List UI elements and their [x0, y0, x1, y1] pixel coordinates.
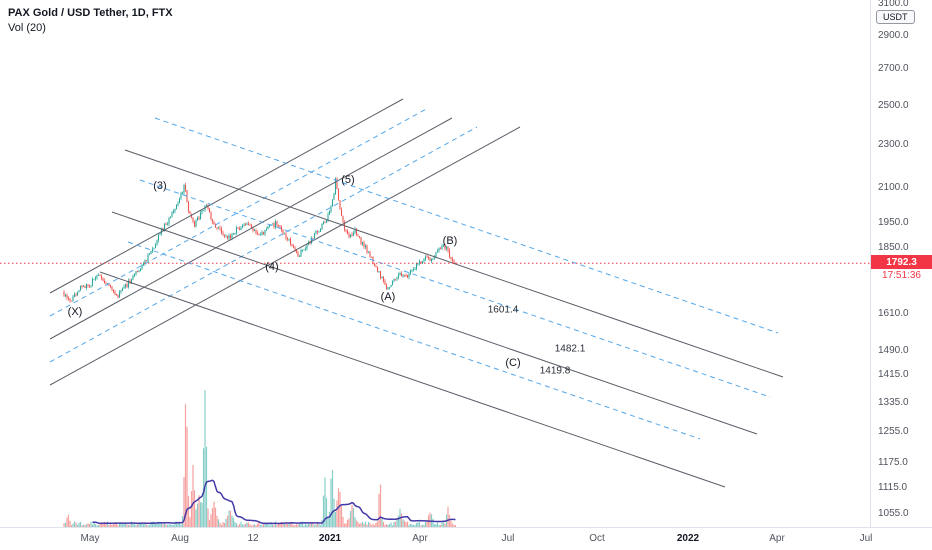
wave-label-B[interactable]: (B) [442, 235, 458, 247]
price-tick: 1490.0 [878, 345, 909, 356]
descending-channel-line[interactable] [111, 211, 758, 435]
price-tick: 1610.0 [878, 308, 909, 319]
ascending-channel-line[interactable] [49, 126, 521, 386]
price-tick: 2100.0 [878, 182, 909, 193]
current-price-value: 1792.3 [871, 255, 932, 269]
symbol-title[interactable]: PAX Gold / USD Tether, 1D, FTX [8, 7, 173, 19]
wave-label-5[interactable]: (5) [341, 174, 355, 186]
ascending-channel-line[interactable] [49, 117, 453, 340]
price-tick: 1950.0 [878, 217, 909, 228]
price-tick: 1175.0 [878, 457, 908, 468]
price-level-label[interactable]: 1601.4 [487, 304, 519, 316]
price-level-label[interactable]: 1482.1 [554, 343, 586, 355]
wave-label-A[interactable]: (A) [380, 291, 396, 303]
volume-layer [63, 390, 457, 527]
price-chart-canvas[interactable] [0, 0, 870, 527]
ascending-channel-line[interactable] [49, 98, 404, 294]
time-tick: 2022 [676, 533, 700, 544]
descending-channel-line[interactable] [154, 117, 779, 334]
price-axis[interactable]: USDT 1792.3 17:51:36 3100.0 2900.0 2700.0 2… [870, 0, 932, 527]
time-tick: 12 [247, 533, 259, 544]
time-tick: May [80, 533, 100, 544]
descending-channel-line[interactable] [127, 241, 701, 440]
price-tick: 1115.0 [878, 482, 908, 493]
time-tick: Aug [171, 533, 189, 544]
currency-badge: USDT [876, 10, 915, 24]
time-tick: Apr [412, 533, 428, 544]
volume-ma-line [92, 479, 456, 525]
price-tick: 1255.0 [878, 426, 909, 437]
time-tick: Oct [589, 533, 605, 544]
chart-overlay: (X) (3) (4) (5) (A) (B) (C) 1601.4 1482.1 1419.8 [67, 174, 586, 377]
time-tick: Apr [769, 533, 785, 544]
price-tick: 2700.0 [878, 63, 909, 74]
price-tick: 1335.0 [878, 397, 909, 408]
time-tick: 2021 [318, 533, 342, 544]
descending-channel-line[interactable] [99, 271, 726, 488]
price-tick: 1055.0 [878, 508, 909, 519]
current-price-badge: 1792.3 17:51:36 [871, 255, 932, 282]
price-tick: 3100.0 [878, 0, 909, 9]
channel-lines-layer[interactable] [49, 98, 784, 488]
price-tick: 2300.0 [878, 139, 909, 150]
price-tick: 1850.0 [878, 242, 909, 253]
bar-countdown: 17:51:36 [871, 269, 932, 282]
chart-legend: PAX Gold / USD Tether, 1D, FTX Vol (20) [8, 6, 173, 36]
wave-label-4[interactable]: (4) [265, 261, 279, 273]
volume-indicator-label[interactable]: Vol (20) [8, 22, 46, 34]
candles-layer [63, 177, 457, 303]
wave-label-C[interactable]: (C) [505, 357, 521, 369]
time-axis[interactable]: May Aug 12 2021 Apr Jul Oct 2022 Apr Jul [0, 527, 932, 550]
time-tick: Jul [501, 533, 515, 544]
wave-label-3[interactable]: (3) [153, 180, 167, 192]
price-tick: 2900.0 [878, 30, 909, 41]
price-level-label[interactable]: 1419.8 [539, 365, 571, 377]
ascending-channel-line[interactable] [49, 126, 478, 363]
time-tick: Jul [859, 533, 873, 544]
descending-channel-line[interactable] [124, 149, 784, 378]
ascending-channel-line[interactable] [49, 107, 429, 317]
wave-label-X[interactable]: (X) [67, 306, 83, 318]
price-tick: 2500.0 [878, 100, 909, 111]
descending-channel-line[interactable] [139, 179, 771, 398]
price-tick: 1415.0 [878, 369, 909, 380]
